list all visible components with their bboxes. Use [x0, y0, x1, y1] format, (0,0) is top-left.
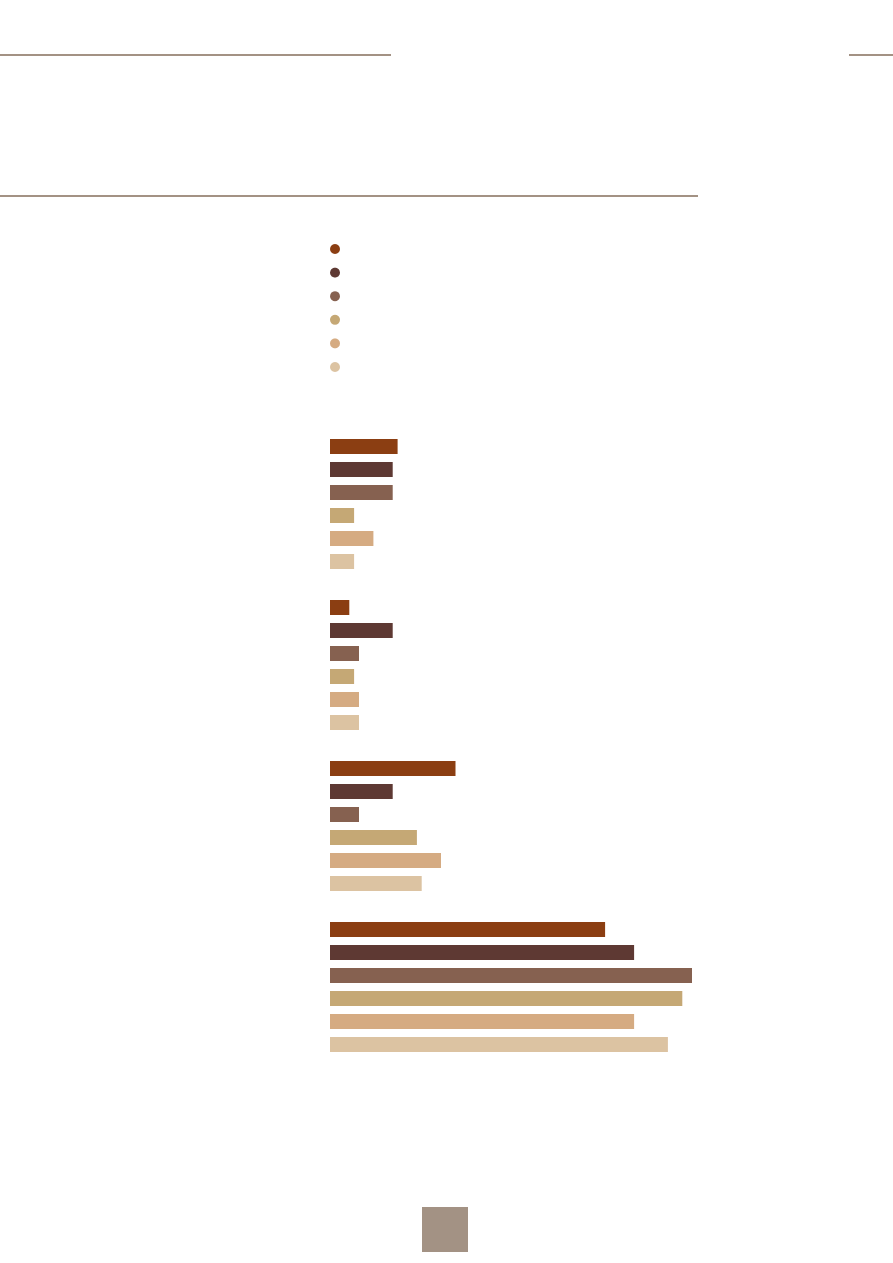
- bar-group-4-series-1: [330, 922, 606, 937]
- chart-bars: [330, 439, 692, 1052]
- page-number-tab: [422, 1207, 468, 1252]
- bar-group-2-series-1: [330, 600, 350, 615]
- bar-group-3-series-5: [330, 853, 441, 868]
- legend-marker-1: [330, 244, 340, 254]
- legend-marker-5: [330, 338, 340, 349]
- legend-marker-6: [330, 362, 340, 372]
- legend-marker-2: [330, 267, 340, 278]
- legend-marker-4: [330, 314, 340, 325]
- bar-group-1-series-1: [330, 439, 398, 454]
- bar-group-3-series-2: [330, 784, 393, 799]
- bar-group-1-series-6: [330, 554, 355, 569]
- bar-group-1-series-3: [330, 485, 393, 500]
- bar-group-4-series-6: [330, 1037, 668, 1052]
- bar-group-3-series-3: [330, 807, 359, 822]
- bar-group-3-series-4: [330, 830, 417, 845]
- bar-group-4-series-3: [330, 968, 692, 983]
- bar-group-2-series-6: [330, 715, 359, 730]
- bar-group-4-series-4: [330, 991, 683, 1006]
- bar-group-2-series-3: [330, 646, 359, 661]
- legend-marker-3: [330, 291, 340, 302]
- bar-group-2-series-2: [330, 623, 393, 638]
- section-rule: [0, 195, 698, 197]
- bar-group-2-series-4: [330, 669, 355, 684]
- header-rule-left: [0, 54, 391, 56]
- bar-group-4-series-5: [330, 1014, 635, 1029]
- bar-group-1-series-5: [330, 531, 374, 546]
- bar-group-1-series-4: [330, 508, 355, 523]
- bar-group-4-series-2: [330, 945, 635, 960]
- header-rule-right: [849, 54, 893, 56]
- bar-group-3-series-6: [330, 876, 422, 891]
- bar-group-1-series-2: [330, 462, 393, 477]
- chart-legend: [330, 244, 340, 372]
- bar-group-3-series-1: [330, 761, 456, 776]
- bar-group-2-series-5: [330, 692, 359, 707]
